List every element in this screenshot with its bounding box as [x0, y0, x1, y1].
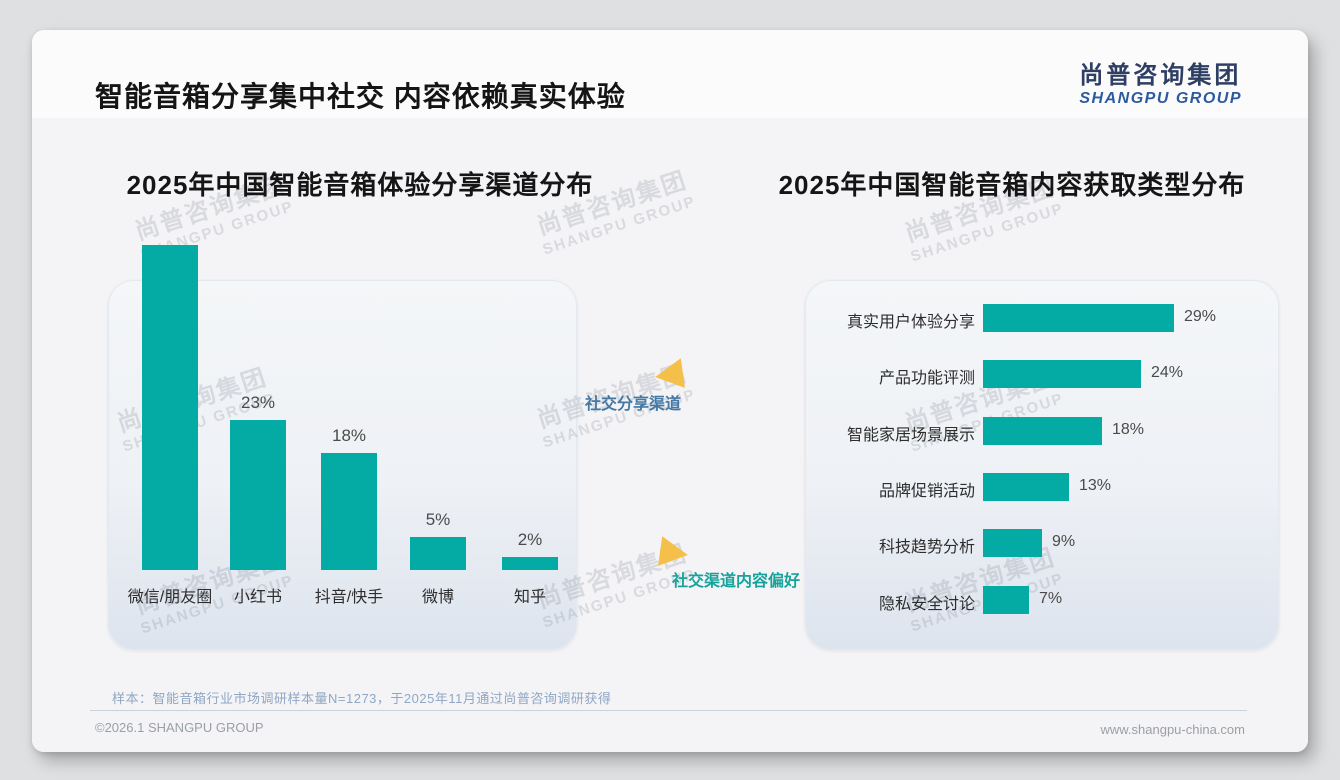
- row-value-label: 24%: [1151, 364, 1184, 381]
- vertical-bar-3: [321, 453, 377, 570]
- row-value-label: 18%: [1112, 421, 1145, 438]
- chart-layer: 微信/朋友圈 23% 小红书 18% 抖音/快手 5% 微博 2% 知乎 真实用户体验分享 29% 产…: [32, 30, 1308, 752]
- bar-value-label: 18%: [331, 426, 367, 445]
- bar-category-label: 微信/朋友圈: [127, 589, 213, 606]
- vertical-bar-1: [142, 245, 198, 570]
- row-category-label: 智能家居场景展示: [846, 427, 975, 444]
- row-value-label: 7%: [1039, 590, 1063, 607]
- row-category-label: 产品功能评测: [878, 370, 975, 387]
- page-title: 智能音箱分享集中社交 内容依赖真实体验: [95, 81, 626, 112]
- horizontal-bar-4: [983, 473, 1069, 501]
- row-value-label: 13%: [1079, 477, 1112, 494]
- row-category-label: 隐私安全讨论: [878, 596, 975, 613]
- bar-value-label: 2%: [517, 530, 543, 549]
- bar-category-label: 小红书: [233, 589, 282, 606]
- row-value-label: 29%: [1184, 308, 1217, 325]
- footer-website: www.shangpu-china.com: [1100, 722, 1245, 737]
- annotation-share-channel: 社交分享渠道: [585, 396, 682, 413]
- horizontal-bar-3: [983, 417, 1102, 445]
- right-pointing-triangle-icon: [658, 536, 690, 570]
- vertical-bar-2: [230, 420, 286, 570]
- horizontal-bar-1: [983, 304, 1174, 332]
- bar-value-label: 5%: [425, 510, 451, 529]
- vertical-bar-4: [410, 537, 466, 570]
- right-chart-panel: [805, 280, 1279, 650]
- right-chart-title: 2025年中国智能音箱内容获取类型分布: [778, 170, 1246, 200]
- horizontal-bar-5: [983, 529, 1042, 557]
- bar-category-label: 知乎: [513, 589, 546, 606]
- left-pointing-triangle-icon: [653, 358, 685, 392]
- bar-category-label: 微博: [421, 589, 454, 606]
- left-chart-title: 2025年中国智能音箱体验分享渠道分布: [126, 170, 594, 200]
- sample-note: 样本：智能音箱行业市场调研样本量N=1273，于2025年11月通过尚普咨询调研…: [112, 691, 612, 706]
- row-category-label: 真实用户体验分享: [846, 314, 975, 331]
- bar-category-label: 抖音/快手: [314, 589, 384, 606]
- bar-value-label: 23%: [240, 393, 276, 412]
- logo-text-cn: 尚普咨询集团: [1079, 62, 1242, 89]
- logo-text-en: SHANGPU GROUP: [1079, 90, 1242, 108]
- footer-divider: [90, 710, 1247, 711]
- row-value-label: 9%: [1052, 533, 1076, 550]
- vertical-bar-5: [502, 557, 558, 570]
- footer-copyright: ©2026.1 SHANGPU GROUP: [95, 720, 264, 735]
- report-slide: 尚普咨询集团 SHANGPU GROUP 尚普咨询集团 SHANGPU GROUP…: [32, 30, 1308, 752]
- horizontal-bar-6: [983, 586, 1029, 614]
- row-category-label: 品牌促销活动: [878, 483, 975, 500]
- company-logo: 尚普咨询集团 SHANGPU GROUP: [1079, 62, 1242, 109]
- row-category-label: 科技趋势分析: [878, 539, 975, 556]
- annotation-content-preference: 社交渠道内容偏好: [672, 573, 801, 590]
- horizontal-bar-2: [983, 360, 1141, 388]
